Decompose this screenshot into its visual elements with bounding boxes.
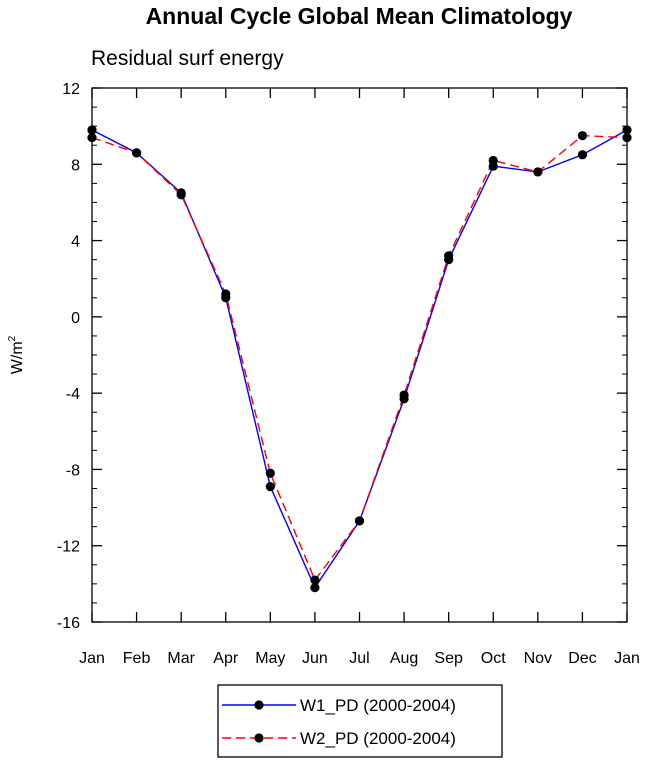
y-tick-label: -16 (57, 615, 80, 632)
series-2-point (577, 131, 588, 141)
series-line-2 (91, 134, 628, 582)
series-2-point (265, 468, 275, 478)
legend-marker-2 (254, 733, 264, 743)
y-tick-label: 8 (71, 157, 80, 174)
series-1-point (577, 150, 588, 160)
series-2-point (622, 132, 632, 143)
x-tick-label: Jul (349, 650, 369, 667)
series-2-point (533, 167, 543, 177)
x-tick-label: Aug (390, 650, 418, 667)
x-tick-label: Jun (302, 650, 328, 667)
chart-title: Annual Cycle Global Mean Climatology (146, 3, 573, 29)
y-tick-label: 4 (71, 234, 80, 251)
y-tick-label: -4 (66, 386, 80, 403)
legend-box (217, 684, 503, 758)
series-2-point (221, 289, 231, 299)
legend-label-1: W1_PD (2000-2004) (300, 696, 456, 715)
y-tick-label: -8 (66, 462, 80, 479)
x-tick-label: Mar (167, 650, 195, 667)
series-1-point (310, 583, 320, 593)
y-tick-label: -12 (57, 539, 80, 556)
major-ticks (91, 87, 628, 623)
chart-subtitle: Residual surf energy (91, 47, 284, 70)
x-tick-label: Jan (614, 650, 640, 667)
y-axis-label: W/m2 (7, 335, 26, 374)
y-tick-labels: 12 8 4 0 -4 -8 -12 -16 (57, 81, 80, 632)
series-2-point (131, 148, 142, 158)
x-tick-label: Nov (524, 650, 552, 667)
y-tick-label: 0 (71, 310, 80, 327)
x-tick-label: Oct (481, 650, 506, 667)
series-2-point (488, 155, 498, 166)
minor-ticks (92, 106, 627, 604)
legend-marker-1 (254, 700, 264, 710)
x-tick-label: Apr (213, 650, 239, 667)
y-axis-label-unit: W/m (9, 341, 26, 374)
legend-label-2: W2_PD (2000-2004) (300, 729, 456, 748)
x-tick-label: Jan (79, 650, 105, 667)
series-2-point (354, 516, 365, 526)
series-1-point (622, 125, 632, 135)
series-2-point (87, 132, 97, 143)
series-1-point (265, 481, 275, 492)
series-layer (87, 125, 632, 593)
x-tick-label: May (255, 650, 285, 667)
x-tick-labels: Jan Feb Mar Apr May Jun Jul Aug Sep Oct Nov Dec Jan (79, 650, 640, 667)
series-2-point (399, 390, 409, 400)
series-1-point (87, 125, 97, 135)
series-2-point (176, 190, 186, 200)
legend: W1_PD (2000-2004) W2_PD (2000-2004) (222, 696, 456, 748)
x-tick-label: Sep (434, 650, 463, 667)
x-tick-label: Dec (568, 650, 596, 667)
y-axis-label-superscript: 2 (7, 335, 18, 341)
series-2-point (310, 575, 320, 585)
x-tick-label: Feb (123, 650, 151, 667)
y-tick-label: 12 (62, 81, 80, 98)
series-2-point (444, 251, 454, 261)
